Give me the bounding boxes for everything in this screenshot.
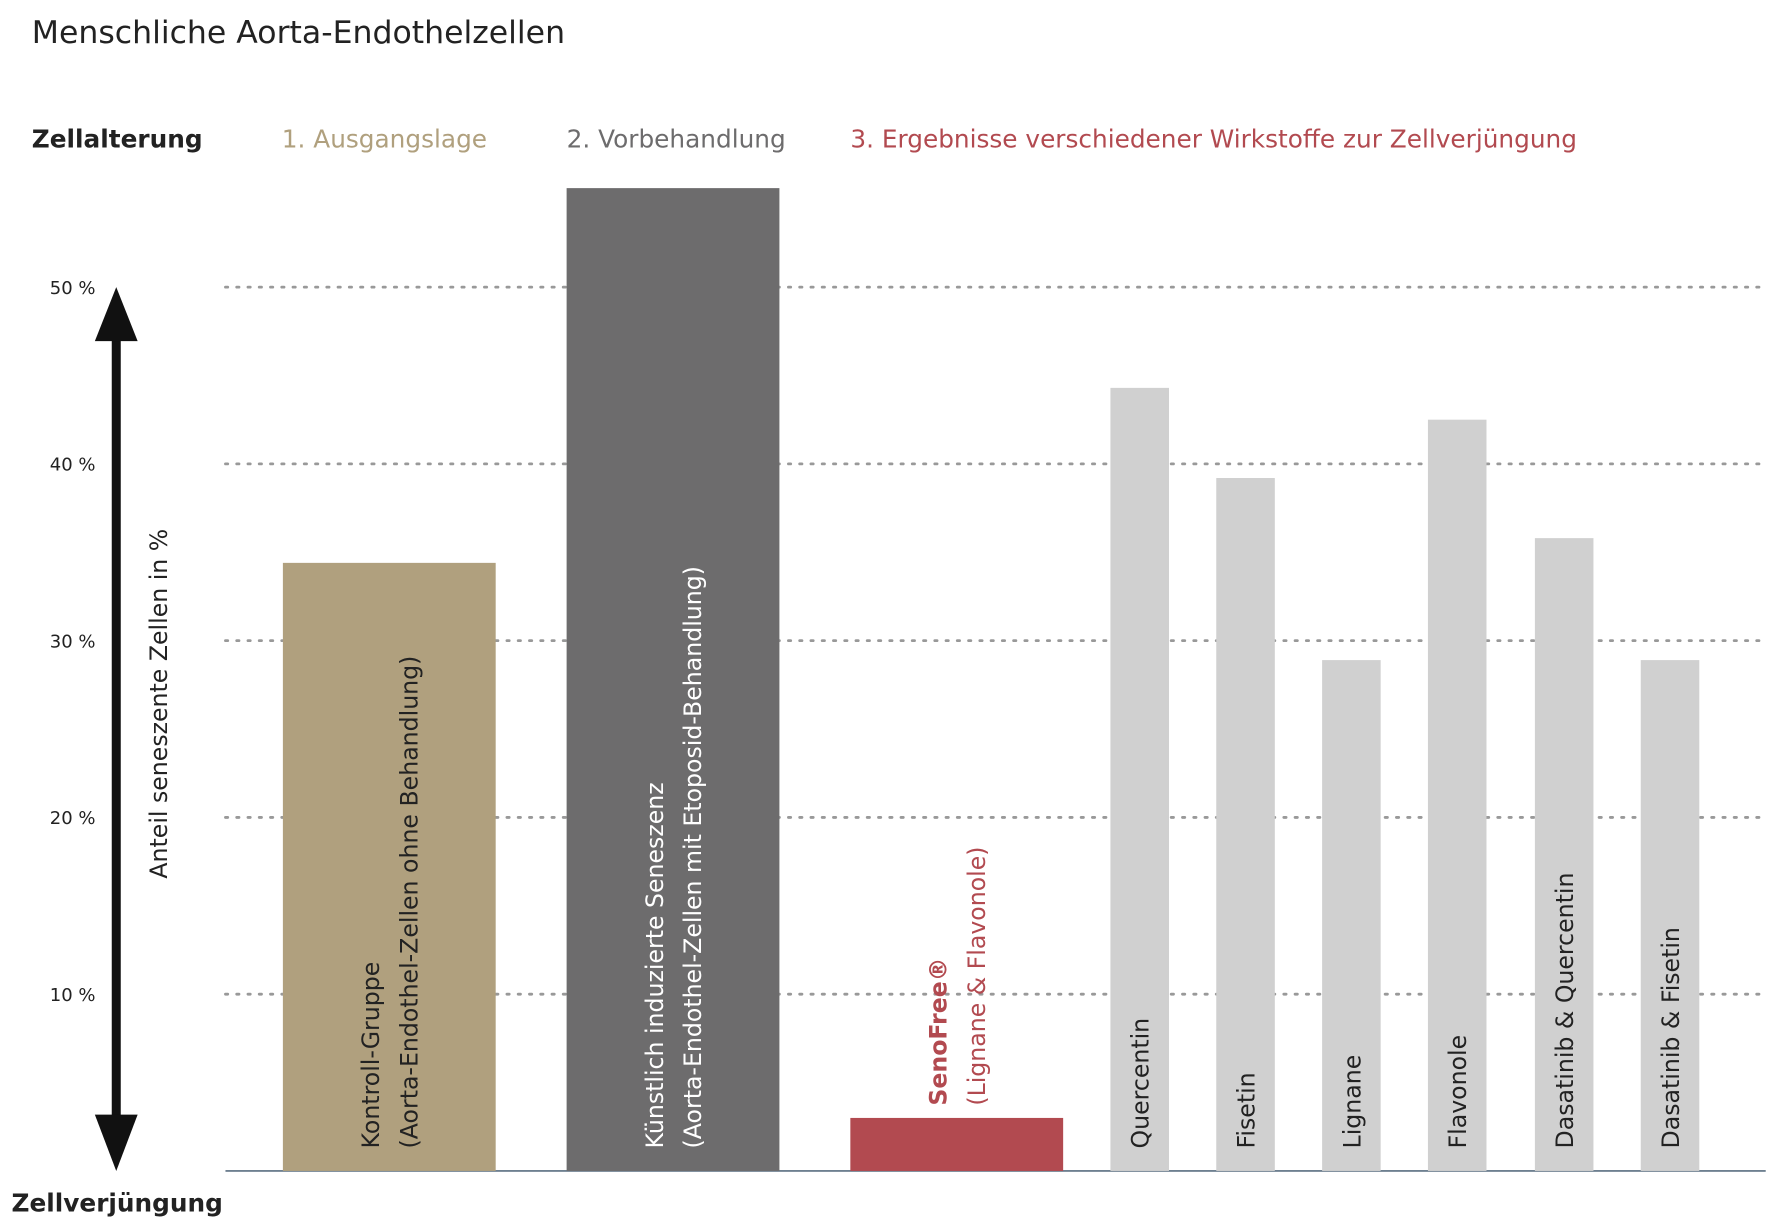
bar bbox=[1216, 478, 1275, 1171]
bar-label: Fisetin bbox=[1233, 1072, 1261, 1148]
bar-label: SenoFree® bbox=[925, 958, 953, 1106]
bar-label: Dasatinib & Fisetin bbox=[1657, 927, 1685, 1148]
group-label: 2. Vorbehandlung bbox=[567, 124, 786, 153]
bar-label: (Aorta-Endothel-Zellen mit Etoposid-Beha… bbox=[679, 566, 707, 1148]
bar-label: Lignane bbox=[1338, 1055, 1366, 1149]
chart-title: Menschliche Aorta-Endothelzellen bbox=[32, 15, 565, 51]
direction-arrow bbox=[94, 287, 138, 1171]
y-tick-label: 20 % bbox=[50, 808, 96, 829]
y-tick-label: 10 % bbox=[50, 985, 96, 1006]
bar bbox=[282, 562, 496, 1171]
bar-label: (Aorta-Endothel-Zellen ohne Behandlung) bbox=[395, 656, 423, 1149]
bar bbox=[1427, 419, 1487, 1171]
group-label: 1. Ausgangslage bbox=[282, 124, 487, 153]
y-tick-label: 50 % bbox=[50, 278, 96, 299]
bar-label: Künstlich induzierte Seneszenz bbox=[641, 782, 669, 1148]
bar-label: Quercentin bbox=[1127, 1018, 1155, 1149]
bar bbox=[850, 1117, 1064, 1171]
bar bbox=[1110, 387, 1169, 1171]
y-axis-label: Anteil seneszente Zellen in % bbox=[145, 529, 173, 879]
bar bbox=[1534, 538, 1594, 1171]
bar-label: (Lignane & Flavonole) bbox=[963, 846, 991, 1105]
y-tick-label: 40 % bbox=[50, 455, 96, 476]
group-label: 3. Ergebnisse verschiedener Wirkstoffe z… bbox=[850, 124, 1577, 153]
bottom-label: Zellverjüngung bbox=[12, 1188, 223, 1217]
bar-label: Dasatinib & Quercentin bbox=[1551, 873, 1579, 1149]
top-label: Zellalterung bbox=[32, 124, 203, 153]
bar-label: Kontroll-Gruppe bbox=[357, 962, 385, 1149]
bar-label: Flavonole bbox=[1444, 1035, 1472, 1149]
y-tick-label: 30 % bbox=[50, 631, 96, 652]
bar bbox=[1322, 660, 1381, 1171]
bar bbox=[1640, 660, 1700, 1171]
bar bbox=[566, 188, 780, 1171]
